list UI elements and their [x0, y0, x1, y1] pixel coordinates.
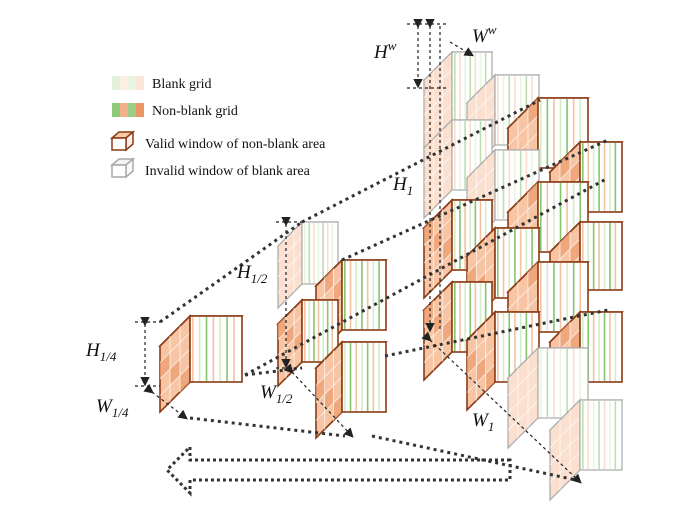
scale-1-window-layer: [422, 50, 624, 502]
label-w-quarter: W1/4: [96, 396, 129, 420]
direction-arrow: [164, 443, 512, 497]
legend-invalid-window: Invalid window of blank area: [145, 164, 311, 179]
valid-window-cube: [314, 340, 388, 440]
label-h1: H1: [392, 174, 413, 198]
legend: Blank grid Non-blank grid Valid window o…: [109, 76, 326, 179]
label-h-quarter: H1/4: [85, 340, 117, 364]
label-h-half: H1/2: [236, 262, 268, 286]
valid-window-cube: [158, 314, 244, 414]
non-blank-grid-swatch: [112, 103, 144, 117]
dimension-lines: [135, 18, 582, 484]
label-hw: Hw: [373, 38, 397, 63]
legend-blank-grid: Blank grid: [152, 77, 212, 92]
scale-quarter-window-layer: [158, 314, 244, 414]
label-ww: Ww: [472, 22, 497, 47]
blank-grid-swatch: [112, 76, 144, 90]
legend-non-blank-grid: Non-blank grid: [152, 104, 238, 119]
legend-valid-window: Valid window of non-blank area: [145, 137, 326, 152]
invalid-window-icon: [109, 157, 136, 179]
label-w1: W1: [472, 410, 494, 434]
valid-window-icon: [109, 130, 136, 152]
scale-half-window-layer: [276, 220, 388, 440]
label-w-half: W1/2: [260, 382, 293, 406]
